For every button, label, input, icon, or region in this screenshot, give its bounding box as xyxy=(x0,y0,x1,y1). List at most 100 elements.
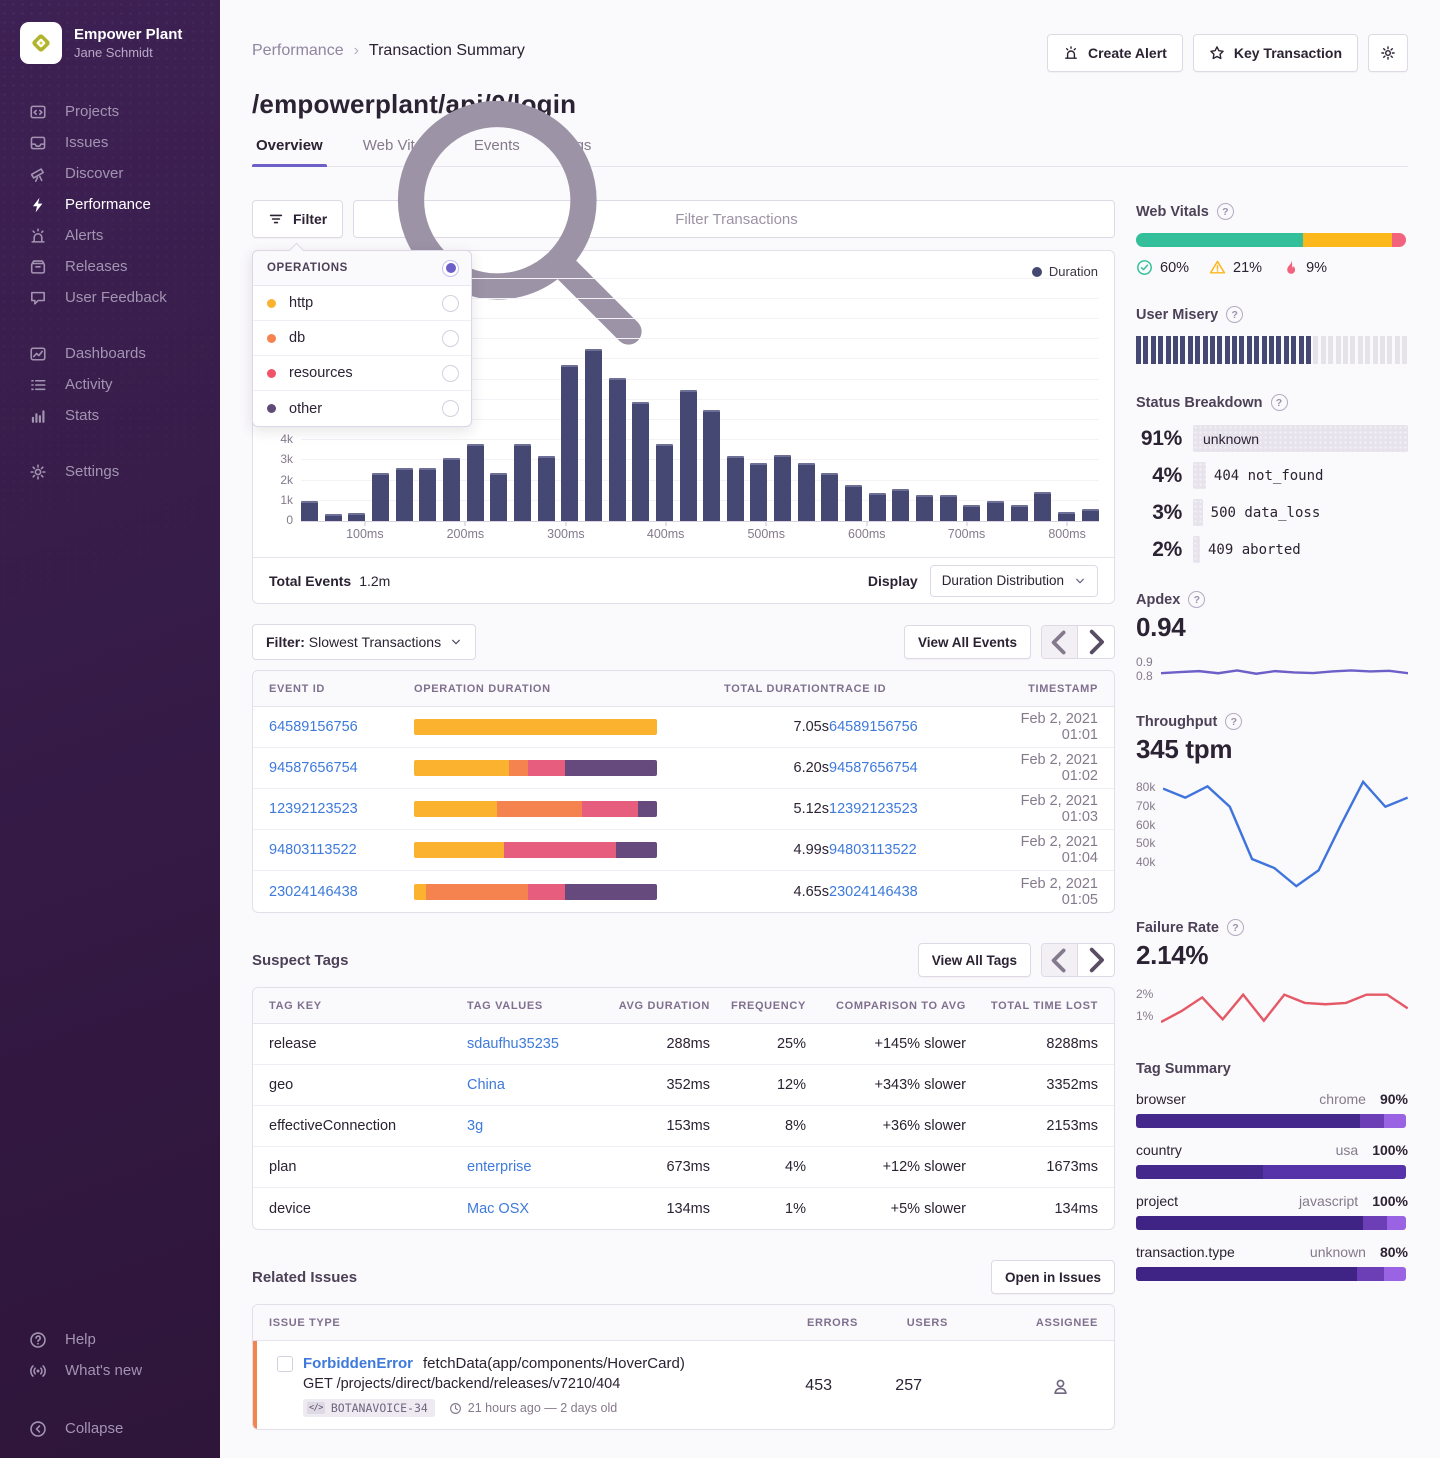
filter-button[interactable]: Filter xyxy=(252,200,343,238)
operation-filter-resources[interactable]: resources xyxy=(253,356,471,391)
histogram-bar[interactable] xyxy=(514,444,531,521)
issue-assignee-button[interactable] xyxy=(948,1377,1098,1396)
key-transaction-button[interactable]: Key Transaction xyxy=(1193,34,1358,72)
histogram-bar[interactable] xyxy=(325,514,342,521)
events-prev-page-button[interactable] xyxy=(1042,626,1078,658)
trace-id-link[interactable]: 12392123523 xyxy=(829,801,984,817)
issue-row[interactable]: ForbiddenError fetchData(app/components/… xyxy=(253,1341,1114,1429)
histogram-bar[interactable] xyxy=(940,495,957,521)
question-circle-icon[interactable]: ? xyxy=(1225,713,1242,730)
operation-radio[interactable] xyxy=(442,295,459,312)
histogram-bar[interactable] xyxy=(963,505,980,521)
sidebar-item-collapse[interactable]: Collapse xyxy=(0,1413,220,1444)
histogram-bar[interactable] xyxy=(892,489,909,521)
sidebar-item-discover[interactable]: Discover xyxy=(0,158,220,189)
transactions-filter-select[interactable]: Filter: Slowest Transactions xyxy=(252,624,476,660)
sidebar-item-projects[interactable]: Projects xyxy=(0,96,220,127)
histogram-bar[interactable] xyxy=(916,495,933,521)
sidebar-item-performance[interactable]: Performance xyxy=(0,189,220,220)
histogram-bar[interactable] xyxy=(798,463,815,521)
sidebar-item-stats[interactable]: Stats xyxy=(0,400,220,431)
histogram-bar[interactable] xyxy=(774,455,791,521)
event-id-link[interactable]: 12392123523 xyxy=(269,801,414,817)
sidebar-item-settings[interactable]: Settings xyxy=(0,456,220,487)
histogram-bar[interactable] xyxy=(727,456,744,521)
tag-value-link[interactable]: sdaufhu35235 xyxy=(467,1036,582,1052)
histogram-bar[interactable] xyxy=(396,468,413,521)
histogram-bar[interactable] xyxy=(632,402,649,521)
histogram-bar[interactable] xyxy=(419,468,436,521)
operation-radio[interactable] xyxy=(442,330,459,347)
issue-type-link[interactable]: ForbiddenError xyxy=(303,1355,413,1372)
sidebar-item-user-feedback[interactable]: User Feedback xyxy=(0,282,220,313)
operation-radio[interactable] xyxy=(442,400,459,417)
view-all-events-button[interactable]: View All Events xyxy=(904,625,1031,659)
sidebar-item-releases[interactable]: Releases xyxy=(0,251,220,282)
tab-overview[interactable]: Overview xyxy=(254,137,325,166)
histogram-bar[interactable] xyxy=(348,513,365,521)
histogram-bar[interactable] xyxy=(372,473,389,521)
open-in-issues-button[interactable]: Open in Issues xyxy=(991,1260,1115,1294)
operations-all-radio[interactable] xyxy=(442,260,459,277)
sidebar-item-help[interactable]: Help xyxy=(0,1324,220,1355)
issue-checkbox[interactable] xyxy=(277,1356,293,1372)
histogram-bar[interactable] xyxy=(490,473,507,521)
histogram-bar[interactable] xyxy=(680,390,697,521)
event-id-link[interactable]: 94803113522 xyxy=(269,842,414,858)
histogram-bar[interactable] xyxy=(443,458,460,521)
create-alert-button[interactable]: Create Alert xyxy=(1047,34,1183,72)
histogram-bar[interactable] xyxy=(1058,512,1075,521)
histogram-bar[interactable] xyxy=(821,473,838,521)
operation-filter-db[interactable]: db xyxy=(253,321,471,356)
question-circle-icon[interactable]: ? xyxy=(1226,306,1243,323)
question-circle-icon[interactable]: ? xyxy=(1271,394,1288,411)
histogram-bar[interactable] xyxy=(1082,509,1099,521)
question-circle-icon[interactable]: ? xyxy=(1188,591,1205,608)
org-switcher[interactable]: Empower Plant Jane Schmidt xyxy=(0,14,220,72)
event-id-link[interactable]: 23024146438 xyxy=(269,884,414,900)
histogram-bar[interactable] xyxy=(609,378,626,521)
display-select[interactable]: Duration Distribution xyxy=(930,565,1098,597)
histogram-bar[interactable] xyxy=(845,485,862,521)
sidebar-item-activity[interactable]: Activity xyxy=(0,369,220,400)
trace-id-link[interactable]: 94803113522 xyxy=(829,842,984,858)
histogram-bar[interactable] xyxy=(656,444,673,521)
event-id-link[interactable]: 64589156756 xyxy=(269,719,414,735)
histogram-bar[interactable] xyxy=(561,365,578,521)
operation-filter-other[interactable]: other xyxy=(253,391,471,426)
breadcrumb-performance[interactable]: Performance xyxy=(252,42,344,60)
histogram-bar[interactable] xyxy=(703,410,720,521)
sidebar-item-alerts[interactable]: Alerts xyxy=(0,220,220,251)
histogram-bar[interactable] xyxy=(987,501,1004,521)
histogram-bar[interactable] xyxy=(585,349,602,521)
question-circle-icon[interactable]: ? xyxy=(1217,203,1234,220)
tag-value-link[interactable]: 3g xyxy=(467,1118,582,1134)
histogram-bar[interactable] xyxy=(301,501,318,521)
trace-id-link[interactable]: 94587656754 xyxy=(829,760,984,776)
tags-next-page-button[interactable] xyxy=(1078,944,1114,976)
sidebar-item-what-s-new[interactable]: What's new xyxy=(0,1355,220,1386)
histogram-bar[interactable] xyxy=(538,456,555,521)
question-circle-icon[interactable]: ? xyxy=(1227,919,1244,936)
transaction-settings-button[interactable] xyxy=(1368,34,1408,72)
histogram-bar[interactable] xyxy=(750,463,767,521)
tag-value-link[interactable]: Mac OSX xyxy=(467,1201,582,1217)
sidebar-item-issues[interactable]: Issues xyxy=(0,127,220,158)
tag-value-link[interactable]: enterprise xyxy=(467,1159,582,1175)
tags-prev-page-button[interactable] xyxy=(1042,944,1078,976)
histogram-bar[interactable] xyxy=(1011,505,1028,521)
trace-id-link[interactable]: 64589156756 xyxy=(829,719,984,735)
operations-dropdown-header[interactable]: OPERATIONS xyxy=(253,251,471,286)
search-input[interactable] xyxy=(675,211,1102,228)
event-id-link[interactable]: 94587656754 xyxy=(269,760,414,776)
operation-filter-http[interactable]: http xyxy=(253,286,471,321)
histogram-bar[interactable] xyxy=(1034,492,1051,521)
histogram-bar[interactable] xyxy=(467,444,484,521)
operation-radio[interactable] xyxy=(442,365,459,382)
sidebar-item-dashboards[interactable]: Dashboards xyxy=(0,338,220,369)
trace-id-link[interactable]: 23024146438 xyxy=(829,884,984,900)
tag-value-link[interactable]: China xyxy=(467,1077,582,1093)
view-all-tags-button[interactable]: View All Tags xyxy=(918,943,1031,977)
histogram-bar[interactable] xyxy=(869,493,886,521)
events-next-page-button[interactable] xyxy=(1078,626,1114,658)
